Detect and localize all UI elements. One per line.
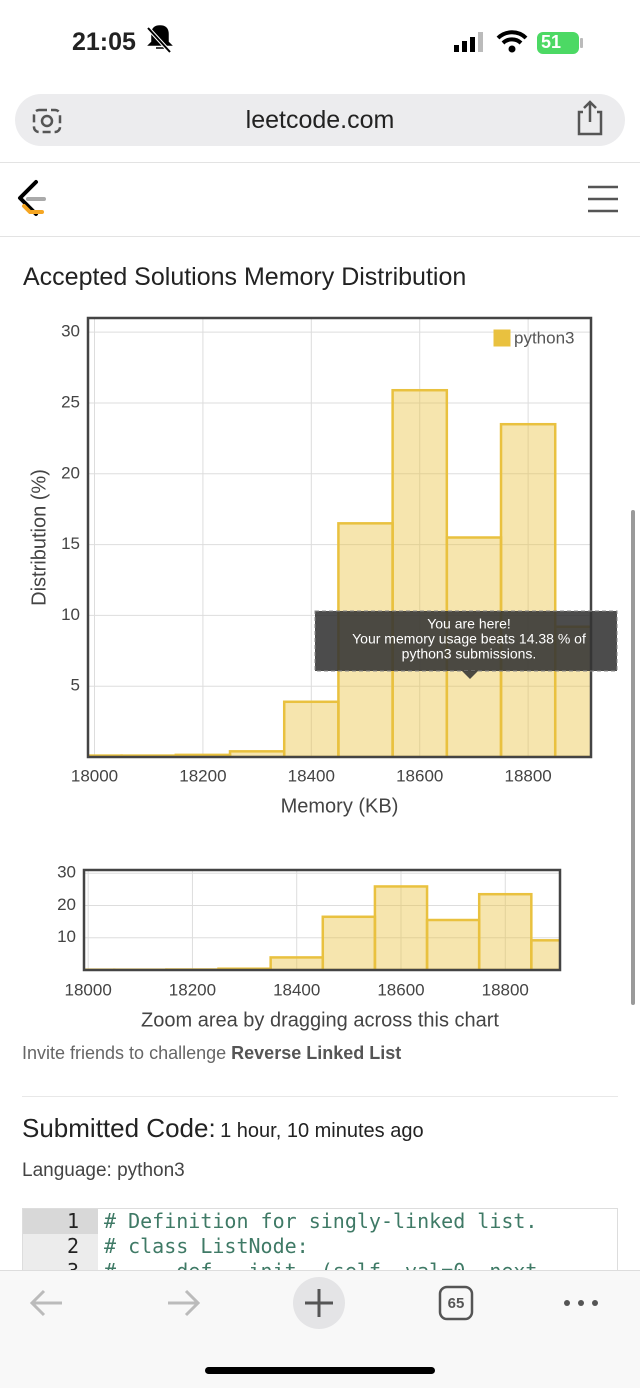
code-text: # class ListNode: <box>98 1234 309 1259</box>
url[interactable]: leetcode.com <box>0 106 640 135</box>
invite: Invite friends to challenge Reverse Link… <box>22 1043 401 1064</box>
legend-swatch <box>494 330 510 346</box>
y-tick-label: 20 <box>61 463 80 482</box>
submitted-time: 1 hour, 10 minutes ago <box>220 1120 423 1142</box>
bar <box>501 424 555 757</box>
divider <box>22 1096 618 1097</box>
y-tick-label: 30 <box>61 322 80 341</box>
code-text: # Definition for singly-linked list. <box>98 1209 537 1234</box>
tooltip-text: python3 submissions. <box>402 646 537 662</box>
x-tick-label: 18000 <box>65 980 112 999</box>
y-tick-label: 30 <box>57 863 76 882</box>
x-tick-label: 18600 <box>396 766 443 785</box>
y-tick-label: 25 <box>61 392 80 411</box>
submitted: Submitted Code: 1 hour, 10 minutes ago <box>22 1113 424 1144</box>
bar <box>284 702 338 757</box>
y-tick-label: 15 <box>61 534 80 553</box>
site-nav <box>0 170 640 230</box>
toolbar-icons <box>0 1270 640 1387</box>
x-axis-label: Memory (KB) <box>281 795 399 817</box>
section-title: Accepted Solutions Memory Distribution <box>23 263 466 292</box>
divider <box>0 236 640 237</box>
bar <box>531 940 583 970</box>
bar <box>427 920 479 970</box>
problem-name[interactable]: Reverse Linked List <box>231 1043 401 1063</box>
tooltip-text: You are here! <box>427 616 511 632</box>
line-number: 1 <box>23 1209 98 1234</box>
y-tick-label: 10 <box>61 605 80 624</box>
legend-label: python3 <box>514 328 575 347</box>
tooltip-text: Your memory usage beats 14.38 % of <box>352 631 586 647</box>
submitted-label: Submitted Code: <box>22 1113 216 1143</box>
overview-chart[interactable]: 10 20 30 18000 18200 18400 18600 18800 Zoom area… <box>0 860 640 1040</box>
scrollbar <box>631 510 635 1005</box>
y-tick-label: 5 <box>71 676 80 695</box>
x-tick-label: 18600 <box>377 980 424 999</box>
bar <box>271 957 323 970</box>
memory-chart: 5 10 15 20 25 30 18000 18200 18400 18600 18800 Memo… <box>0 300 640 830</box>
code-line: 1# Definition for singly-linked list. <box>23 1209 617 1234</box>
y-tick-label: 10 <box>57 927 76 946</box>
battery-level: 51 <box>541 32 561 53</box>
x-tick-label: 18400 <box>273 980 320 999</box>
x-tick-label: 18200 <box>179 766 226 785</box>
tab-count[interactable]: 65 <box>440 1295 472 1312</box>
x-tick-label: 18800 <box>504 766 551 785</box>
bar <box>323 917 375 970</box>
line-number: 2 <box>23 1234 98 1259</box>
language: Language: python3 <box>22 1160 185 1182</box>
code-line: 2# class ListNode: <box>23 1234 617 1259</box>
bar <box>393 390 447 757</box>
invite-text: Invite friends to challenge <box>22 1043 226 1063</box>
x-tick-label: 18000 <box>71 766 118 785</box>
y-tick-label: 20 <box>57 895 76 914</box>
y-axis-label: Distribution (%) <box>28 469 50 606</box>
bar <box>479 894 531 970</box>
x-tick-label: 18200 <box>169 980 216 999</box>
x-tick-label: 18400 <box>288 766 335 785</box>
x-tick-label: 18800 <box>482 980 529 999</box>
bar <box>375 886 427 970</box>
divider <box>0 162 640 163</box>
chart-note: Zoom area by dragging across this chart <box>141 1009 499 1031</box>
